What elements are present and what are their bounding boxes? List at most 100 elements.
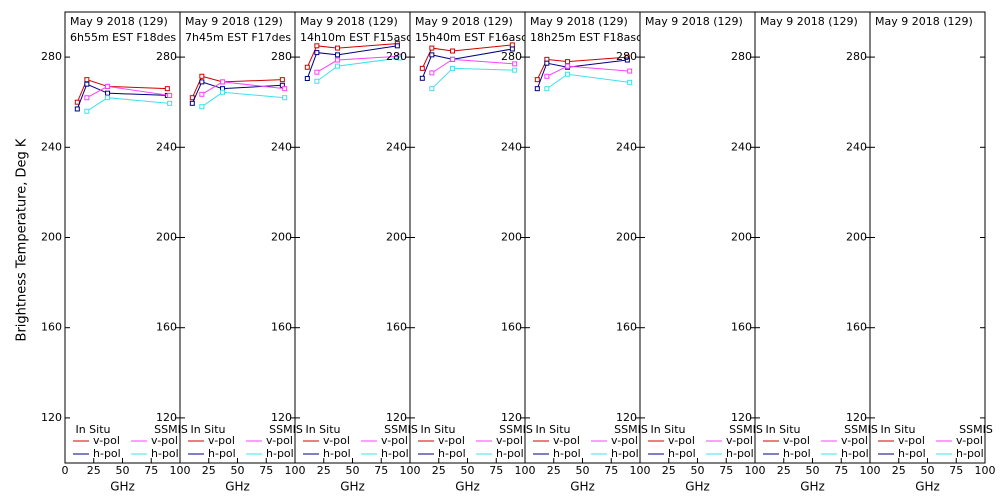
chart-title: May 9 2018 (129) <box>185 15 283 28</box>
series-line <box>306 45 398 79</box>
chart-title: May 9 2018 (129) <box>760 15 858 28</box>
y-tick-label: 200 <box>731 231 752 244</box>
y-tick-label: 280 <box>386 50 407 63</box>
panel: 120 160 200 240 280 25 50 75 100 GHz May 9 2018 (1… <box>501 11 651 494</box>
chart-title: May 9 2018 (129) <box>530 15 628 28</box>
legend-label: h-pol <box>438 447 466 460</box>
point <box>335 52 341 58</box>
legend-label: h-pol <box>151 447 179 460</box>
y-tick-label: 280 <box>156 50 177 63</box>
x-tick-label: 50 <box>691 464 705 477</box>
point <box>199 91 205 97</box>
y-tick-label: 120 <box>156 411 177 424</box>
y-tick-label: 120 <box>501 411 522 424</box>
x-tick-label: 100 <box>515 464 536 477</box>
legend-label: v-pol <box>93 434 120 447</box>
series-line <box>86 97 170 112</box>
y-tick-label: 280 <box>616 50 637 63</box>
x-tick-label: 75 <box>604 464 618 477</box>
point <box>429 52 435 58</box>
panel: 120 160 200 240 280 25 50 75 100 GHz May 9 2018 (1… <box>156 11 306 494</box>
y-tick-label: 200 <box>156 231 177 244</box>
x-tick-label: 50 <box>806 464 820 477</box>
legend-label: v-pol <box>438 434 465 447</box>
x-tick-label: 100 <box>170 464 191 477</box>
point <box>509 42 515 48</box>
legend-group: In Situ <box>650 423 685 436</box>
panel: 120 160 200 240 280 25 50 75 100 GHz May 9 2018 (1… <box>271 11 421 494</box>
x-tick-label: 0 <box>62 464 69 477</box>
series-line <box>546 73 630 90</box>
point <box>167 92 173 98</box>
legend-label: v-pol <box>956 434 983 447</box>
legend-label: h-pol <box>323 447 351 460</box>
legend-label: h-pol <box>841 447 869 460</box>
y-tick-label: 200 <box>616 231 637 244</box>
legend-group: SSMIS <box>614 423 648 436</box>
y-tick-label: 120 <box>386 411 407 424</box>
legend-label: h-pol <box>266 447 294 460</box>
legend-label: v-pol <box>783 434 810 447</box>
point <box>450 56 456 62</box>
legend-group: SSMIS <box>844 423 878 436</box>
point <box>512 67 518 73</box>
legend-group: SSMIS <box>154 423 188 436</box>
series-line <box>191 81 283 104</box>
x-tick-label: 50 <box>116 464 130 477</box>
y-tick-label: 200 <box>271 231 292 244</box>
y-tick-label: 160 <box>501 321 522 334</box>
y-tick-label: 280 <box>731 50 752 63</box>
legend-label: h-pol <box>783 447 811 460</box>
x-tick-label: 75 <box>144 464 158 477</box>
series-line <box>76 83 168 110</box>
y-tick-label: 200 <box>386 231 407 244</box>
point <box>164 86 170 92</box>
chart-subtitle: 18h25m EST F18asc <box>530 31 642 44</box>
y-tick-label: 240 <box>156 140 177 153</box>
panel: 120 160 200 240 280 25 50 75 100 GHz May 9 2018 (1… <box>616 11 766 494</box>
y-tick-label: 160 <box>156 321 177 334</box>
y-tick-label: 240 <box>616 140 637 153</box>
point <box>105 83 111 89</box>
series-line <box>306 43 398 68</box>
panel: 120 160 200 240 280 25 50 75 100 GHz May 9 2018 (1… <box>386 11 536 494</box>
legend-group: SSMIS <box>269 423 303 436</box>
y-tick-label: 280 <box>41 50 62 63</box>
legend-label: v-pol <box>381 434 408 447</box>
point <box>199 104 205 110</box>
point <box>84 108 90 114</box>
y-tick-label: 280 <box>846 50 867 63</box>
y-tick-label: 120 <box>616 411 637 424</box>
x-tick-label: 75 <box>489 464 503 477</box>
point <box>450 48 456 54</box>
legend-label: v-pol <box>611 434 638 447</box>
legend-label: v-pol <box>898 434 925 447</box>
legend-label: h-pol <box>611 447 639 460</box>
point <box>220 89 226 95</box>
chart-subtitle: 6h55m EST F18des <box>70 31 176 44</box>
titles: May 9 2018 (129) <box>875 15 973 28</box>
x-tick-label: 100 <box>975 464 996 477</box>
y-tick-label: 240 <box>386 140 407 153</box>
x-tick-label: 50 <box>231 464 245 477</box>
point <box>220 79 226 85</box>
y-tick-label: 120 <box>271 411 292 424</box>
legend-label: v-pol <box>266 434 293 447</box>
legend-group: SSMIS <box>959 423 993 436</box>
legend-label: v-pol <box>323 434 350 447</box>
legend-group: In Situ <box>420 423 455 436</box>
point <box>282 86 288 92</box>
point <box>544 73 550 79</box>
chart-title: May 9 2018 (129) <box>875 15 973 28</box>
y-tick-label: 280 <box>501 50 522 63</box>
legend-label: h-pol <box>381 447 409 460</box>
y-tick-label: 240 <box>846 140 867 153</box>
point <box>397 55 403 61</box>
x-tick-label: 75 <box>259 464 273 477</box>
point <box>314 69 320 75</box>
x-tick-label: 25 <box>87 464 101 477</box>
point <box>105 95 111 101</box>
legend-group: SSMIS <box>384 423 418 436</box>
chart-subtitle: 15h40m EST F16asc <box>415 31 527 44</box>
